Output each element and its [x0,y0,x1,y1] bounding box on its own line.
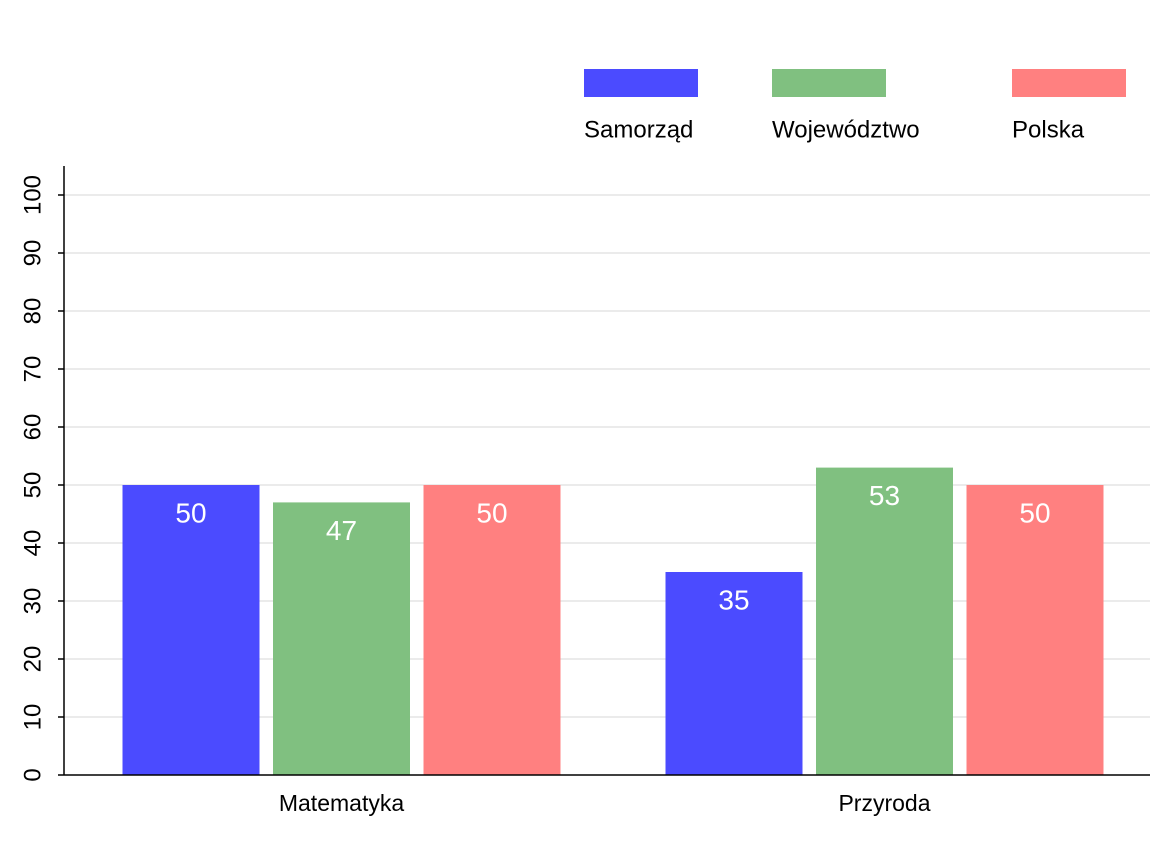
data-label: 35 [718,584,749,615]
legend-swatch [584,69,698,97]
y-tick-label: 60 [19,414,46,441]
x-tick-label: Matematyka [279,790,404,816]
data-label: 50 [476,497,507,528]
y-tick-label: 0 [19,768,46,781]
y-tick-label: 30 [19,588,46,615]
legend-swatch [772,69,886,97]
legend-label: Województwo [772,116,920,143]
data-label: 50 [1019,497,1050,528]
bar [423,485,561,775]
y-tick-label: 100 [19,175,46,215]
legend-label: Polska [1012,116,1085,143]
data-label: 53 [869,480,900,511]
data-label: 47 [326,515,357,546]
y-tick-label: 50 [19,472,46,499]
x-tick-label: Przyroda [838,790,930,816]
bar [665,572,803,775]
bar [273,502,410,775]
bar [816,467,953,775]
legend-swatch [1012,69,1126,97]
y-tick-label: 40 [19,530,46,557]
bar [966,485,1104,775]
y-tick-label: 70 [19,356,46,383]
y-tick-label: 20 [19,646,46,673]
y-tick-label: 10 [19,704,46,731]
data-label: 50 [175,497,206,528]
y-tick-label: 80 [19,298,46,325]
legend-label: Samorząd [584,116,693,143]
y-tick-label: 90 [19,240,46,267]
bar [122,485,260,775]
